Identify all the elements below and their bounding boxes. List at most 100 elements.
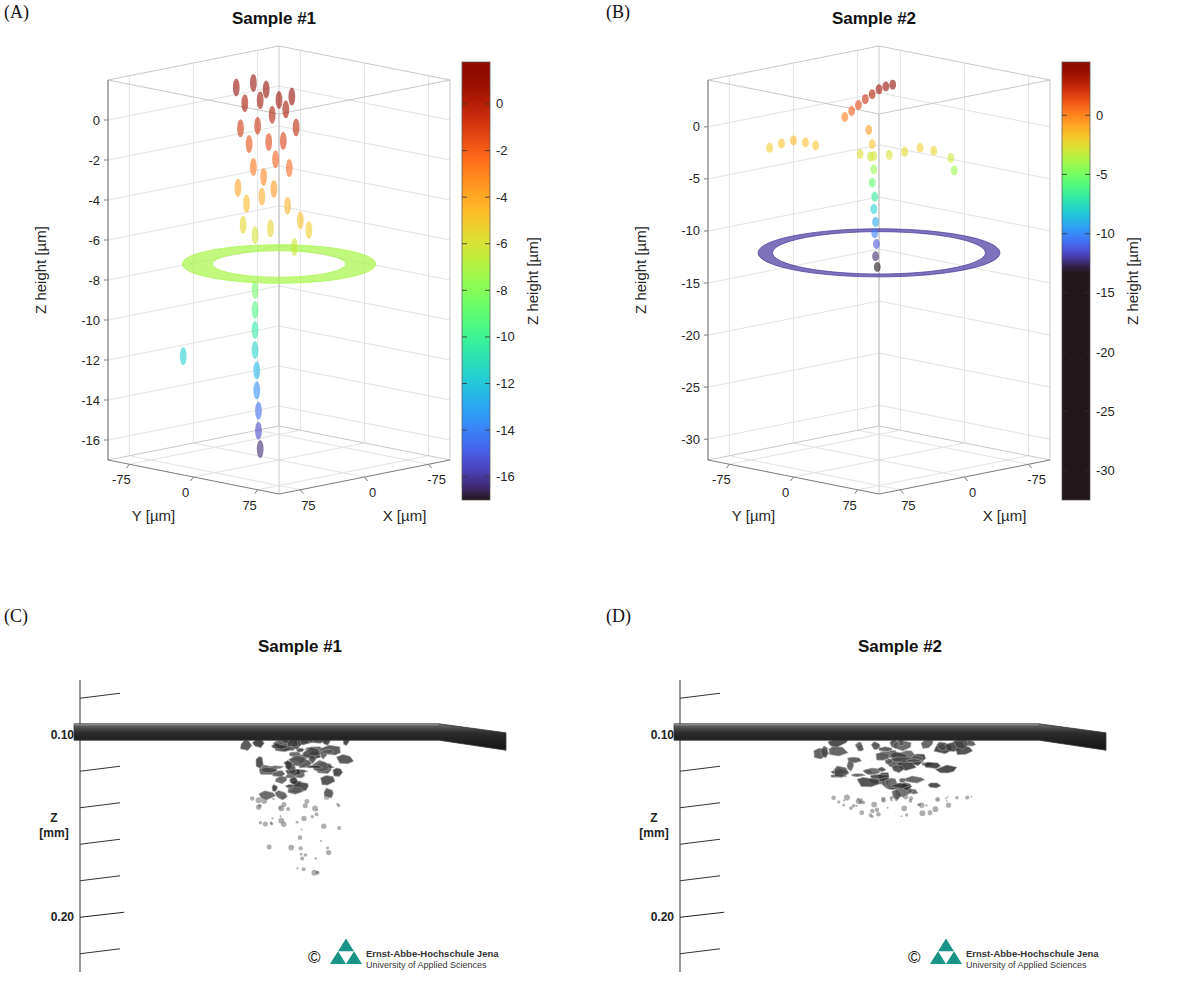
speck — [300, 829, 302, 831]
grid-line — [708, 197, 879, 231]
speck — [837, 800, 840, 803]
damage-dense — [240, 735, 353, 800]
axis-title: Y [µm] — [732, 507, 775, 524]
tick-label: 0 — [693, 119, 700, 134]
grid-line — [300, 50, 301, 430]
point — [870, 165, 877, 175]
colorbar-tick — [1062, 411, 1067, 412]
point — [250, 158, 257, 176]
axis-title: [mm] — [639, 826, 668, 840]
credit: ©Ernst-Abbe-Hochschule JenaUniversity of… — [908, 938, 1099, 970]
tick-label: -75 — [712, 472, 731, 487]
tick — [191, 477, 194, 481]
speck — [871, 802, 877, 808]
fragment — [876, 753, 888, 760]
plate-highlight — [674, 724, 1039, 725]
damage-sparse — [250, 795, 341, 876]
tick — [704, 335, 708, 336]
tick — [680, 876, 720, 881]
speck — [296, 867, 298, 869]
colorbar-tick — [1062, 470, 1067, 471]
speck — [280, 815, 282, 817]
point — [255, 402, 262, 420]
speck — [301, 816, 306, 821]
point — [272, 150, 279, 168]
plate — [674, 724, 1106, 750]
speck — [256, 797, 262, 803]
colorbar-tick — [485, 336, 490, 337]
point — [288, 88, 295, 106]
colorbar-tick — [462, 290, 467, 291]
speck — [856, 799, 861, 804]
speck — [303, 803, 308, 808]
logo-part — [934, 958, 942, 964]
point — [255, 422, 262, 440]
title: Sample #2 — [832, 9, 916, 28]
point — [252, 301, 259, 319]
axis-line — [108, 80, 109, 460]
tick — [1029, 464, 1032, 468]
colorbar-tick — [462, 150, 467, 151]
speck — [300, 857, 304, 861]
colorbar-tick — [1085, 174, 1090, 175]
speck — [259, 821, 263, 825]
colorbar-tick — [462, 383, 467, 384]
fragment — [290, 777, 298, 785]
plate-highlight — [74, 724, 439, 725]
speck — [946, 800, 948, 802]
tick-label: 75 — [842, 498, 856, 513]
panel-3d: -75075-75075-16-14-12-10-8-6-4-20Y [µm]X… — [32, 9, 541, 524]
colorbar-tick-label: -2 — [496, 143, 508, 158]
point — [291, 238, 298, 256]
speck — [870, 809, 874, 813]
point — [253, 381, 260, 399]
speck — [970, 796, 972, 798]
credit-symbol: © — [908, 948, 921, 967]
point — [252, 281, 259, 299]
point — [240, 216, 247, 234]
point — [233, 79, 240, 97]
speck — [849, 806, 853, 810]
tick — [104, 200, 108, 201]
tick — [704, 126, 708, 127]
grid-line — [279, 366, 450, 400]
colorbar-tick-label: -10 — [1096, 226, 1115, 241]
panel-letter: (B) — [606, 2, 630, 23]
logo-part — [334, 958, 342, 964]
point — [243, 195, 250, 213]
tick-label: 0 — [969, 485, 976, 500]
grid-line — [708, 405, 879, 439]
point — [252, 321, 259, 339]
box-edge — [108, 80, 109, 460]
tick-label: -10 — [681, 223, 700, 238]
tick — [104, 360, 108, 361]
speck — [288, 845, 294, 851]
box-edge — [879, 114, 880, 494]
speck — [831, 795, 836, 800]
colorbar-tick-label: -6 — [496, 236, 508, 251]
axis-title: Z — [650, 811, 657, 825]
speck — [267, 844, 272, 849]
tick — [80, 876, 120, 881]
logo-part — [330, 951, 346, 964]
tick — [704, 439, 708, 440]
point — [276, 91, 283, 109]
speck — [326, 847, 329, 850]
tick-label: -5 — [688, 171, 700, 186]
colorbar-title: Z height [µm] — [1124, 237, 1141, 325]
colorbar-tick — [462, 103, 467, 104]
speck — [298, 846, 302, 850]
colorbar-tick-label: 0 — [496, 96, 503, 111]
tick — [704, 387, 708, 388]
fragment — [259, 791, 276, 800]
panel-letter: (A) — [4, 2, 29, 23]
point — [269, 106, 276, 124]
grid-line — [793, 63, 794, 443]
fragment — [905, 776, 924, 783]
box-edge — [279, 426, 450, 460]
tick-label: -4 — [88, 193, 100, 208]
point — [259, 188, 266, 206]
tick — [680, 912, 724, 917]
point — [766, 143, 773, 153]
speck — [918, 803, 922, 807]
